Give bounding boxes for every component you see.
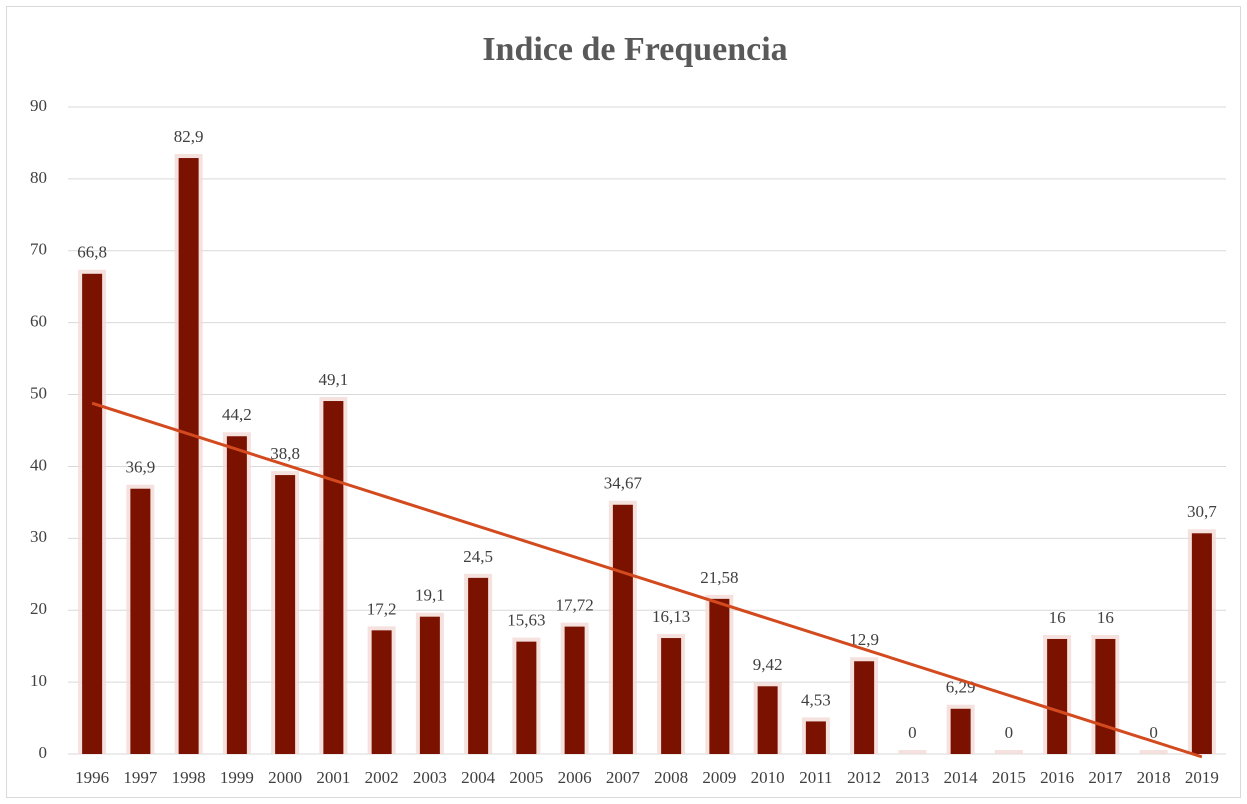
bar bbox=[323, 401, 344, 754]
bar bbox=[371, 630, 392, 754]
data-label: 17,2 bbox=[367, 599, 397, 618]
y-tick-label: 70 bbox=[30, 240, 47, 259]
x-tick-label: 2017 bbox=[1088, 768, 1123, 787]
data-label: 19,1 bbox=[415, 586, 445, 605]
y-tick-label: 80 bbox=[30, 168, 47, 187]
bar bbox=[82, 273, 103, 754]
data-label: 21,58 bbox=[700, 568, 738, 587]
bar bbox=[950, 708, 971, 754]
y-tick-label: 20 bbox=[30, 599, 47, 618]
trendline bbox=[91, 401, 1203, 759]
y-tick-label: 10 bbox=[30, 671, 47, 690]
bar bbox=[661, 638, 682, 754]
y-tick-label: 0 bbox=[39, 743, 48, 762]
x-tick-label: 1998 bbox=[172, 768, 206, 787]
x-tick-label: 2006 bbox=[558, 768, 592, 787]
bar-glow bbox=[1139, 750, 1168, 754]
x-tick-label: 2009 bbox=[702, 768, 736, 787]
y-tick-label: 40 bbox=[30, 455, 47, 474]
x-tick-label: 2016 bbox=[1040, 768, 1074, 787]
x-tick-label: 2001 bbox=[316, 768, 350, 787]
data-label: 66,8 bbox=[77, 243, 107, 262]
data-label: 0 bbox=[1149, 723, 1158, 742]
data-label: 34,67 bbox=[604, 474, 643, 493]
x-tick-label: 2007 bbox=[606, 768, 641, 787]
x-tick-label: 2010 bbox=[751, 768, 785, 787]
bar bbox=[1095, 638, 1116, 754]
bar bbox=[854, 661, 875, 754]
data-label: 16,13 bbox=[652, 607, 690, 626]
x-tick-label: 2014 bbox=[944, 768, 979, 787]
x-tick-label: 2012 bbox=[847, 768, 881, 787]
data-label: 0 bbox=[1005, 723, 1014, 742]
y-tick-label: 60 bbox=[30, 312, 47, 331]
bar bbox=[805, 721, 826, 754]
data-label: 30,7 bbox=[1187, 502, 1217, 521]
y-tick-label: 30 bbox=[30, 527, 47, 546]
x-tick-label: 2003 bbox=[413, 768, 447, 787]
x-tick-label: 2002 bbox=[365, 768, 399, 787]
x-tick-label: 2000 bbox=[268, 768, 302, 787]
data-label: 24,5 bbox=[463, 547, 493, 566]
bar bbox=[178, 158, 199, 754]
bar-glow bbox=[994, 750, 1023, 754]
y-tick-label: 50 bbox=[30, 383, 47, 402]
chart-title: Indice de Frequencia bbox=[482, 31, 787, 68]
data-label: 9,42 bbox=[753, 655, 783, 674]
data-label: 38,8 bbox=[270, 444, 300, 463]
data-label: 0 bbox=[908, 723, 917, 742]
bar bbox=[419, 616, 440, 754]
data-label: 16 bbox=[1097, 608, 1114, 627]
bar bbox=[1047, 638, 1068, 754]
x-tick-label: 2013 bbox=[895, 768, 929, 787]
bar bbox=[757, 686, 778, 754]
x-tick-label: 2015 bbox=[992, 768, 1026, 787]
bar-glow bbox=[898, 750, 927, 754]
x-tick-label: 1996 bbox=[75, 768, 109, 787]
y-tick-label: 90 bbox=[30, 96, 47, 115]
data-label: 12,9 bbox=[849, 630, 879, 649]
data-label: 44,2 bbox=[222, 405, 252, 424]
bar bbox=[612, 504, 633, 754]
x-tick-label: 1999 bbox=[220, 768, 254, 787]
bar bbox=[468, 577, 489, 754]
bar bbox=[226, 436, 247, 754]
x-tick-label: 2018 bbox=[1137, 768, 1171, 787]
data-label: 36,9 bbox=[126, 458, 156, 477]
data-label: 15,63 bbox=[507, 611, 545, 630]
bar bbox=[1191, 533, 1212, 754]
data-label: 82,9 bbox=[174, 127, 204, 146]
data-label: 16 bbox=[1049, 608, 1066, 627]
x-tick-label: 1997 bbox=[123, 768, 158, 787]
bar bbox=[709, 598, 730, 754]
x-tick-label: 2008 bbox=[654, 768, 688, 787]
x-tick-label: 2019 bbox=[1185, 768, 1219, 787]
bar bbox=[564, 626, 585, 754]
x-tick-label: 2011 bbox=[799, 768, 832, 787]
bar bbox=[516, 641, 537, 754]
bar bbox=[275, 475, 296, 754]
x-tick-label: 2005 bbox=[509, 768, 543, 787]
data-label: 49,1 bbox=[319, 370, 349, 389]
data-label: 4,53 bbox=[801, 690, 831, 709]
data-label: 17,72 bbox=[556, 596, 594, 615]
bar bbox=[130, 488, 151, 754]
x-tick-label: 2004 bbox=[461, 768, 496, 787]
